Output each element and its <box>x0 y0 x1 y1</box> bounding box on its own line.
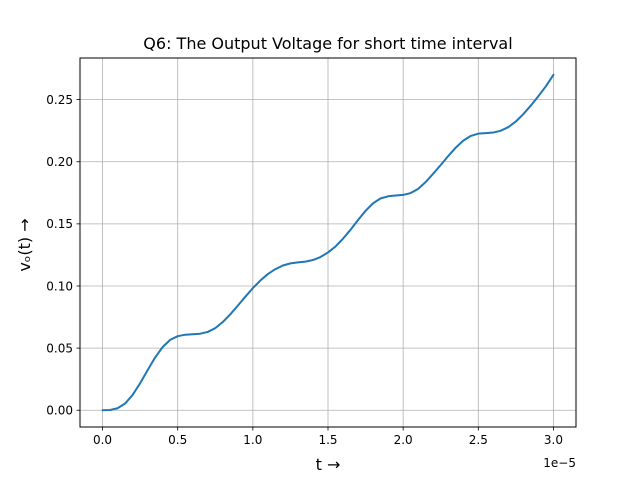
x-tick-label: 2.5 <box>469 433 488 447</box>
x-axis-ticks: 0.0 0.5 1.0 1.5 2.0 2.5 3.0 <box>93 427 563 447</box>
x-tick-label: 2.0 <box>394 433 413 447</box>
chart-title: Q6: The Output Voltage for short time in… <box>143 34 512 53</box>
y-tick-label: 0.25 <box>46 93 73 107</box>
x-tick-label: 3.0 <box>544 433 563 447</box>
y-tick-label: 0.05 <box>46 341 73 355</box>
x-tick-label: 1.5 <box>318 433 337 447</box>
y-tick-label: 0.15 <box>46 217 73 231</box>
x-axis-label: t → <box>316 455 341 474</box>
grid <box>80 58 576 427</box>
x-axis-offset-label: 1e−5 <box>543 456 576 470</box>
y-axis-ticks: 0.00 0.05 0.10 0.15 0.20 0.25 <box>46 93 80 418</box>
x-tick-label: 1.0 <box>243 433 262 447</box>
y-axis-label: vₒ(t) → <box>15 218 34 271</box>
y-tick-label: 0.10 <box>46 279 73 293</box>
series-line-vout <box>101 73 555 412</box>
y-tick-label: 0.20 <box>46 155 73 169</box>
x-tick-label: 0.5 <box>168 433 187 447</box>
x-tick-label: 0.0 <box>93 433 112 447</box>
y-tick-label: 0.00 <box>46 404 73 418</box>
